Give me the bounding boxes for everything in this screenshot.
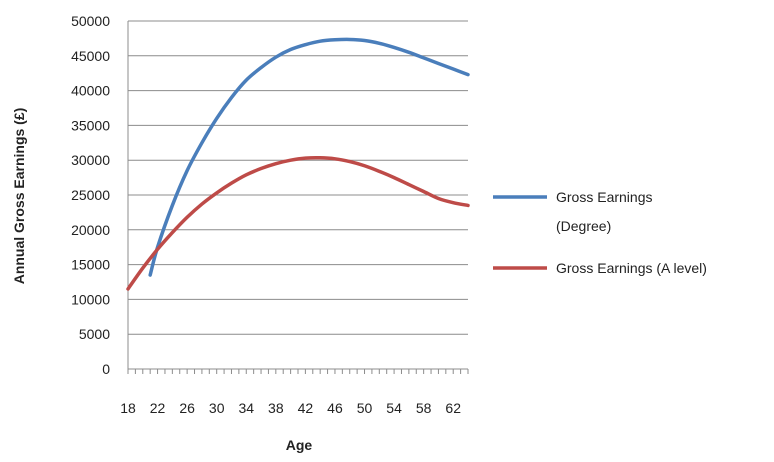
x-tick-label: 38 bbox=[268, 400, 284, 416]
x-tick-label: 26 bbox=[179, 400, 195, 416]
y-tick-label: 50000 bbox=[71, 13, 110, 29]
y-tick-label: 10000 bbox=[71, 291, 110, 307]
x-tick-label: 58 bbox=[416, 400, 432, 416]
x-tick-label: 34 bbox=[238, 400, 254, 416]
legend-label-2: Gross Earnings (A level) bbox=[556, 260, 707, 276]
x-tick-label: 46 bbox=[327, 400, 343, 416]
y-tick-label: 30000 bbox=[71, 152, 110, 168]
x-tick-label: 62 bbox=[445, 400, 461, 416]
legend-label-1: Gross Earnings (Degree) bbox=[556, 189, 652, 234]
y-tick-labels: 0 5000 10000 15000 20000 25000 30000 35000 40000… bbox=[71, 13, 110, 377]
axes bbox=[128, 21, 468, 374]
y-tick-label: 20000 bbox=[71, 222, 110, 238]
legend: Gross Earnings (Degree) Gross Earnings (A … bbox=[493, 189, 707, 276]
x-tick-label: 54 bbox=[386, 400, 402, 416]
x-tick-label: 50 bbox=[357, 400, 373, 416]
x-tick-label: 22 bbox=[150, 400, 166, 416]
series bbox=[128, 39, 468, 289]
y-tick-label: 45000 bbox=[71, 48, 110, 64]
x-tick-label: 30 bbox=[209, 400, 225, 416]
x-tick-labels: 18 22 26 30 34 38 42 46 50 54 58 62 bbox=[120, 400, 461, 416]
gridlines bbox=[128, 21, 468, 334]
x-tick-label: 18 bbox=[120, 400, 136, 416]
y-tick-label: 40000 bbox=[71, 83, 110, 99]
y-axis-title: Annual Gross Earnings (£) bbox=[11, 108, 27, 285]
y-tick-label: 5000 bbox=[79, 326, 110, 342]
x-tick-label: 42 bbox=[298, 400, 314, 416]
y-tick-label: 35000 bbox=[71, 117, 110, 133]
series-line-2 bbox=[128, 158, 468, 289]
y-tick-label: 0 bbox=[102, 361, 110, 377]
x-axis-title: Age bbox=[286, 437, 313, 453]
y-tick-label: 25000 bbox=[71, 187, 110, 203]
y-tick-label: 15000 bbox=[71, 257, 110, 273]
